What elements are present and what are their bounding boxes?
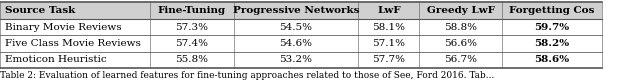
FancyBboxPatch shape — [234, 2, 358, 19]
FancyBboxPatch shape — [150, 19, 234, 35]
Text: 57.7%: 57.7% — [372, 55, 405, 64]
Text: Forgetting Cos: Forgetting Cos — [509, 6, 595, 15]
Text: Source Task: Source Task — [5, 6, 76, 15]
FancyBboxPatch shape — [234, 19, 358, 35]
FancyBboxPatch shape — [502, 19, 602, 35]
FancyBboxPatch shape — [419, 35, 502, 52]
Text: 59.7%: 59.7% — [534, 23, 570, 32]
FancyBboxPatch shape — [358, 52, 419, 68]
Text: Binary Movie Reviews: Binary Movie Reviews — [5, 23, 122, 32]
FancyBboxPatch shape — [234, 52, 358, 68]
Text: 58.6%: 58.6% — [534, 55, 570, 64]
Text: Five Class Movie Reviews: Five Class Movie Reviews — [5, 39, 141, 48]
FancyBboxPatch shape — [0, 19, 150, 35]
FancyBboxPatch shape — [0, 2, 150, 19]
Text: 57.4%: 57.4% — [175, 39, 209, 48]
Text: LwF: LwF — [377, 6, 401, 15]
FancyBboxPatch shape — [419, 2, 502, 19]
FancyBboxPatch shape — [0, 35, 150, 52]
Text: 56.6%: 56.6% — [444, 39, 477, 48]
FancyBboxPatch shape — [150, 2, 234, 19]
Text: 58.8%: 58.8% — [444, 23, 477, 32]
FancyBboxPatch shape — [150, 52, 234, 68]
FancyBboxPatch shape — [419, 52, 502, 68]
FancyBboxPatch shape — [358, 35, 419, 52]
Text: 54.6%: 54.6% — [280, 39, 312, 48]
Text: 55.8%: 55.8% — [175, 55, 209, 64]
Text: Emoticon Heuristic: Emoticon Heuristic — [5, 55, 107, 64]
Text: Progressive Networks: Progressive Networks — [233, 6, 359, 15]
Text: Table 2: Evaluation of learned features for fine-tuning approaches related to th: Table 2: Evaluation of learned features … — [0, 71, 494, 80]
Text: 53.2%: 53.2% — [280, 55, 312, 64]
FancyBboxPatch shape — [0, 52, 150, 68]
FancyBboxPatch shape — [502, 2, 602, 19]
Text: 54.5%: 54.5% — [280, 23, 312, 32]
FancyBboxPatch shape — [419, 19, 502, 35]
FancyBboxPatch shape — [150, 35, 234, 52]
FancyBboxPatch shape — [358, 19, 419, 35]
Text: 58.1%: 58.1% — [372, 23, 405, 32]
Text: 57.3%: 57.3% — [175, 23, 209, 32]
Text: 57.1%: 57.1% — [372, 39, 405, 48]
FancyBboxPatch shape — [358, 2, 419, 19]
FancyBboxPatch shape — [502, 35, 602, 52]
Text: 56.7%: 56.7% — [444, 55, 477, 64]
FancyBboxPatch shape — [234, 35, 358, 52]
Text: Greedy LwF: Greedy LwF — [427, 6, 495, 15]
FancyBboxPatch shape — [502, 52, 602, 68]
Text: 58.2%: 58.2% — [534, 39, 570, 48]
Text: Fine-Tuning: Fine-Tuning — [158, 6, 226, 15]
